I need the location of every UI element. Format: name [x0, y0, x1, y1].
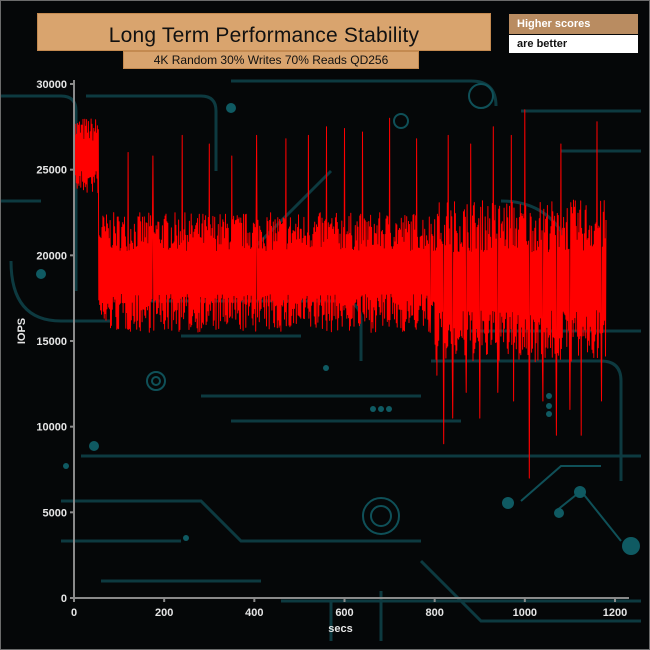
- chart-title: Long Term Performance Stability: [108, 24, 420, 47]
- y-tick-label: 15000: [36, 336, 67, 348]
- higher-scores-note: Higher scores: [509, 14, 638, 34]
- y-tick-label: 0: [61, 593, 67, 605]
- chart-title-box: Long Term Performance Stability: [37, 13, 491, 51]
- are-better-text: are better: [517, 38, 568, 50]
- are-better-note: are better: [509, 35, 638, 53]
- y-tick-label: 30000: [36, 79, 67, 91]
- x-tick-label: 1000: [513, 607, 537, 619]
- x-tick-label: 0: [71, 607, 77, 619]
- y-tick-label: 10000: [36, 422, 67, 434]
- x-tick-label: 600: [335, 607, 353, 619]
- y-tick-label: 5000: [43, 507, 67, 519]
- iops-series-line: [73, 109, 607, 479]
- y-tick-label: 25000: [36, 165, 67, 177]
- chart-subtitle-box: 4K Random 30% Writes 70% Reads QD256: [123, 51, 419, 69]
- x-tick-label: 1200: [603, 607, 627, 619]
- x-tick-label: 800: [425, 607, 443, 619]
- y-tick-label: 20000: [36, 250, 67, 262]
- x-tick-label: 200: [155, 607, 173, 619]
- x-tick-label: 400: [245, 607, 263, 619]
- x-axis-ticks: 0 200 400 600 800 1000 1200: [71, 598, 627, 619]
- y-axis-ticks: 0 5000 10000 15000 20000 25000 30000: [36, 79, 74, 605]
- chart-subtitle: 4K Random 30% Writes 70% Reads QD256: [153, 53, 389, 67]
- y-axis-title: IOPS: [16, 318, 28, 344]
- x-axis-title: secs: [328, 623, 352, 635]
- higher-scores-text: Higher scores: [517, 18, 591, 30]
